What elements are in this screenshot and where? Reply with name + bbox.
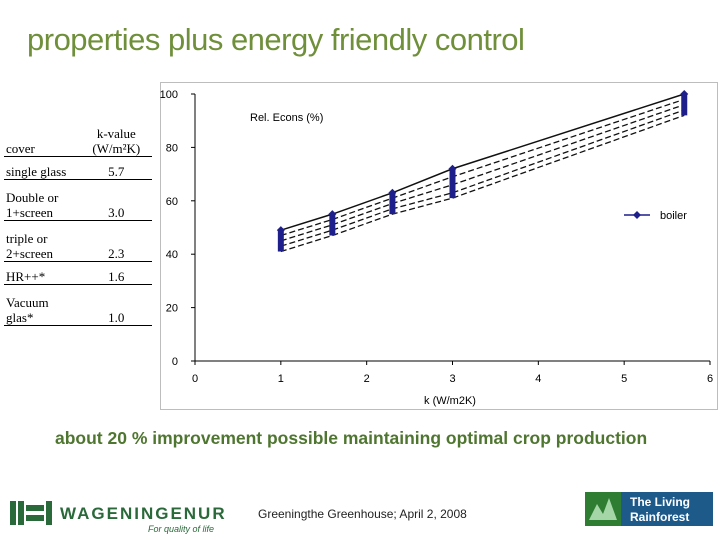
y-tick-label: 40	[166, 249, 178, 261]
row-cover: single glass	[4, 156, 81, 180]
logo-tagline: For quality of life	[148, 524, 214, 534]
data-point	[276, 226, 285, 235]
axis-ticks: 0 20 40 60 80 100 0 1 2 3 4 5 6	[160, 89, 713, 385]
x-tick-label: 5	[621, 373, 627, 385]
legend-label: boiler	[660, 210, 687, 222]
table-header-row: cover k-value (W/m²K)	[4, 118, 152, 157]
wageningen-logo: WAGENINGENUR For quality of life	[10, 501, 227, 534]
living-rainforest-logo: The Living Rainforest	[585, 492, 713, 526]
x-tick-label: 6	[707, 373, 713, 385]
y-tick-label: 20	[166, 303, 178, 315]
header-cover: cover	[4, 118, 81, 157]
table-row: triple or 2+screen 2.3	[4, 220, 152, 262]
x-tick-label: 1	[278, 373, 284, 385]
footer-text: Greeningthe Greenhouse; April 2, 2008	[258, 507, 467, 521]
y-axis-label: Rel. Econs (%)	[250, 112, 323, 124]
data-point	[388, 188, 397, 197]
chart-svg: Rel. Econs (%) k (W/m2K) 0 20 40 60 80 100 0 1 2…	[160, 82, 718, 410]
y-tick-label: 100	[160, 89, 178, 101]
legend: boiler	[624, 202, 692, 224]
row-cover: Vacuum glas*	[4, 284, 81, 326]
range-bar	[389, 192, 396, 215]
table-row: Vacuum glas* 1.0	[4, 284, 152, 326]
bottom-statement: about 20 % improvement possible maintain…	[55, 428, 648, 448]
chart-container: Rel. Econs (%) k (W/m2K) 0 20 40 60 80 100 0 1 2…	[160, 82, 718, 417]
plot-area-frame	[160, 82, 718, 410]
logo-name: WAGENINGENUR	[60, 504, 227, 523]
row-cover: triple or 2+screen	[4, 220, 81, 262]
table-row: single glass 5.7	[4, 156, 152, 180]
table-row: HR++* 1.6	[4, 261, 152, 285]
logo-line2: Rainforest	[630, 510, 689, 524]
row-cover: HR++*	[4, 261, 81, 285]
row-kvalue: 1.6	[80, 261, 152, 285]
table-row: Double or 1+screen 3.0	[4, 179, 152, 221]
row-kvalue: 5.7	[80, 156, 152, 180]
data-point	[680, 90, 689, 98]
range-bar	[277, 230, 284, 252]
range-bar	[681, 94, 688, 116]
row-kvalue: 1.0	[80, 284, 152, 326]
range-bar	[449, 168, 456, 199]
data-point	[328, 210, 337, 219]
series-lines	[276, 90, 689, 252]
x-tick-label: 3	[449, 373, 455, 385]
x-tick-label: 0	[192, 373, 198, 385]
y-tick-label: 60	[166, 196, 178, 208]
x-tick-label: 4	[535, 373, 541, 385]
data-point	[448, 164, 457, 173]
k-value-table: cover k-value (W/m²K) single glass 5.7 D…	[4, 118, 152, 326]
x-tick-label: 2	[364, 373, 370, 385]
header-kvalue: k-value (W/m²K)	[80, 118, 152, 157]
legend-marker	[633, 211, 641, 219]
row-kvalue: 3.0	[80, 179, 152, 221]
legend-box	[630, 202, 692, 224]
row-cover: Double or 1+screen	[4, 179, 81, 221]
slide-title: properties plus energy friendly control	[27, 22, 525, 57]
range-bar	[329, 214, 336, 236]
y-tick-label: 80	[166, 142, 178, 154]
y-tick-label: 0	[172, 356, 178, 368]
logo-line1: The Living	[630, 495, 690, 509]
row-kvalue: 2.3	[80, 220, 152, 262]
x-axis-label: k (W/m2K)	[424, 395, 476, 407]
